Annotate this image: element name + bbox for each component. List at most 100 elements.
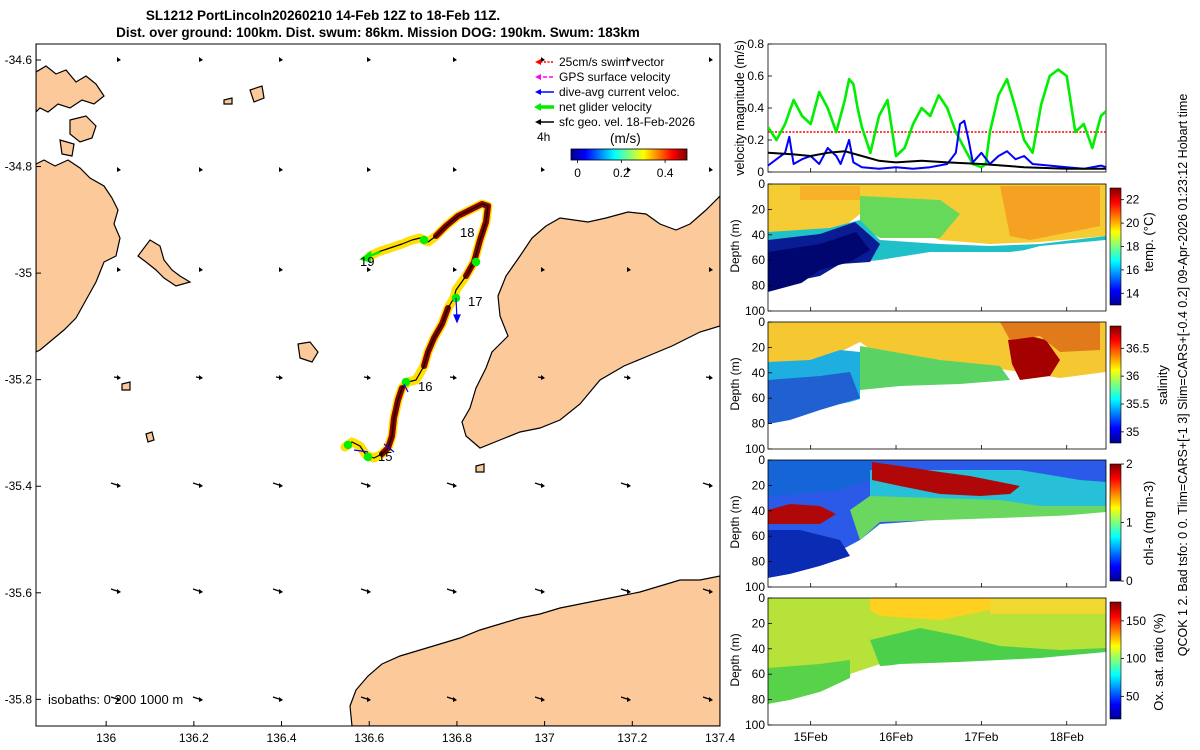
geo-vector-head xyxy=(117,267,121,272)
colorbar-tick-label: 35.5 xyxy=(1126,397,1150,411)
geo-vector-head xyxy=(117,697,121,702)
geo-vector-head xyxy=(541,267,545,272)
ox-green-lower xyxy=(768,660,850,704)
oxygen-axes-box xyxy=(767,597,1107,726)
velocity-y-axis: 0 0.2 0.4 0.6 0.8 xyxy=(747,37,772,179)
coastline-north xyxy=(36,44,105,113)
depth-tick-label: 20 xyxy=(752,616,766,630)
geo-vector-head xyxy=(627,589,631,594)
geo-vector-head xyxy=(367,267,371,272)
map-x-tick-label: 137 xyxy=(535,731,555,745)
figure-title-line1: SL1212 PortLincoln20260210 14-Feb 12Z to… xyxy=(146,8,500,23)
geo-vector-head xyxy=(199,375,203,380)
velocity-y-tick-label: 0 xyxy=(757,165,764,179)
colorbar-tick-label: 36 xyxy=(1126,369,1140,383)
oxygen-colorbar xyxy=(1109,601,1122,720)
time-tick-label: 16Feb xyxy=(879,730,913,744)
ox-below-seafloor xyxy=(768,652,1106,725)
geo-vector-head xyxy=(541,589,545,594)
salinity-depth-label: Depth (m) xyxy=(728,357,742,410)
map-y-tick-label: -35.2 xyxy=(5,373,33,387)
geo-vector-head xyxy=(541,697,545,702)
net-velocity-dot xyxy=(471,257,481,267)
depth-tick-label: 60 xyxy=(752,529,766,543)
geo-vector-head xyxy=(199,697,203,702)
map-y-tick-label: -34.6 xyxy=(5,53,33,67)
legend-arrowhead-current xyxy=(535,89,541,95)
geo-vector-head xyxy=(453,167,457,172)
net-velocity-dot xyxy=(419,235,429,245)
island-tiny-4 xyxy=(121,381,131,391)
net-velocity-dot xyxy=(363,452,373,462)
colorbar-tick-label: 14 xyxy=(1126,286,1140,300)
geo-vector-head xyxy=(627,57,631,62)
map-colorbar xyxy=(570,148,688,161)
island-tiny-5 xyxy=(145,431,155,443)
geo-vector-head xyxy=(541,375,545,380)
oxygen-colorbar-label: Ox. sat. ratio (%) xyxy=(1151,613,1166,711)
geo-vector-head xyxy=(709,267,713,272)
salinity-axes-box xyxy=(767,321,1107,450)
map-x-tick-label: 136 xyxy=(96,731,116,745)
temperature-colorbar xyxy=(1109,187,1122,306)
geo-vector-head xyxy=(117,483,121,488)
geo-vector-head xyxy=(117,57,121,62)
current-arrowhead xyxy=(453,314,461,324)
legend-label-swim-vector: 25cm/s swim vector xyxy=(559,55,664,69)
geo-vector-head xyxy=(367,375,371,380)
depth-tick-label: 0 xyxy=(758,315,765,329)
geo-vector-head xyxy=(279,589,283,594)
geo-vector-head xyxy=(453,267,457,272)
geo-vector-head xyxy=(199,267,203,272)
depth-tick-label: 80 xyxy=(752,555,766,569)
map-x-tick-label: 137.2 xyxy=(617,731,647,745)
temperature-colorbar-label: temp. (°C) xyxy=(1141,212,1156,271)
geo-vector-head xyxy=(627,697,631,702)
colorbar-tick-label: 1 xyxy=(1126,516,1133,530)
chla-colorbar xyxy=(1109,463,1122,582)
island-wedge xyxy=(137,239,192,287)
map-colorbar-title: (m/s) xyxy=(610,131,641,146)
map-y-tick-label: -34.8 xyxy=(5,160,33,174)
temperature-depth-label: Depth (m) xyxy=(728,219,742,272)
geo-vector-head xyxy=(279,167,283,172)
velocity-y-tick-label: 0.2 xyxy=(747,133,764,147)
velocity-panel: 0 0.2 0.4 0.6 0.8 velocity magnitude (m/s) xyxy=(733,37,1107,179)
chla-colorbar-label: chl-a (mg m-3) xyxy=(1141,481,1156,566)
temp-cold-core xyxy=(768,232,870,292)
temperature-axes-box xyxy=(767,183,1107,312)
colorbar-tick-label: 18 xyxy=(1126,240,1140,254)
legend-label-sfc-geo: sfc geo. vel. 18-Feb-2026 xyxy=(559,115,695,129)
colorbar-tick-label: 36.5 xyxy=(1126,341,1150,355)
velocity-series xyxy=(768,68,1106,170)
ox-yellow-top xyxy=(870,598,990,620)
geo-vector-head xyxy=(117,589,121,594)
day-label-19: 19 xyxy=(360,254,374,269)
chla-surface-blue xyxy=(768,460,870,496)
geo-vector-head xyxy=(541,57,545,62)
day-label-15: 15 xyxy=(378,449,392,464)
depth-tick-label: 100 xyxy=(745,304,765,318)
colorbar-tick-label: 100 xyxy=(1126,652,1146,666)
geo-vector-head xyxy=(367,167,371,172)
current-arrows xyxy=(353,297,461,453)
geo-vector-head xyxy=(199,167,203,172)
geo-vector-head xyxy=(199,589,203,594)
map-y-tick-label: -35.8 xyxy=(5,692,33,706)
geo-vector-head xyxy=(117,375,121,380)
chla-below-seafloor xyxy=(768,512,1106,587)
temp-green-band xyxy=(860,196,960,238)
geo-vector-head xyxy=(367,697,371,702)
geo-vector-head xyxy=(199,483,203,488)
oxygen-field xyxy=(768,598,1106,725)
sal-max-core xyxy=(1008,336,1060,380)
geo-vector-head xyxy=(453,483,457,488)
island-group-nw-1 xyxy=(69,115,97,143)
geo-vector-head xyxy=(627,483,631,488)
geo-vector-head xyxy=(453,375,457,380)
legend-label-current: dive-avg current veloc. xyxy=(559,85,680,99)
colorbar-tick-label: 20 xyxy=(1126,216,1140,230)
chla-max-layer-early xyxy=(768,504,836,524)
geo-vector-head xyxy=(709,697,713,702)
